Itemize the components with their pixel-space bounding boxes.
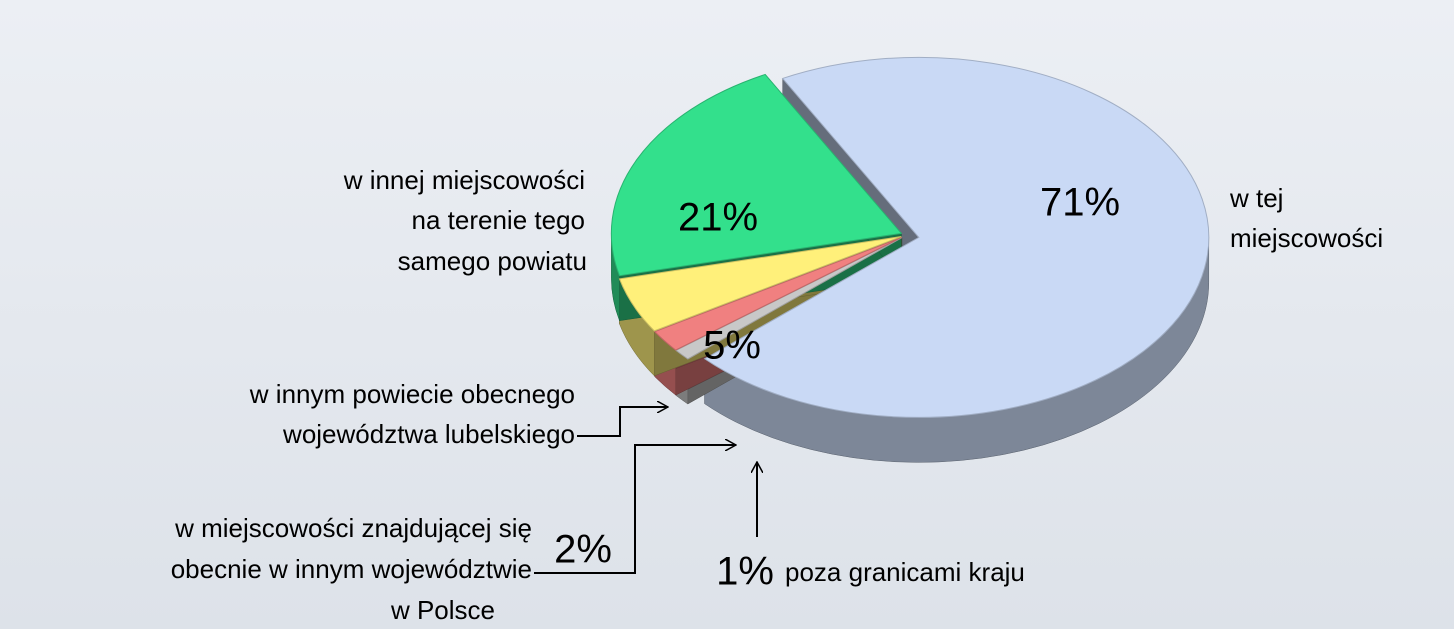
leader-line <box>577 407 668 437</box>
category-label: w innym powiecie obecnego <box>249 379 575 409</box>
category-label: samego powiatu <box>398 246 587 276</box>
slice <box>703 56 1210 418</box>
value-label: 5% <box>703 324 761 368</box>
category-label: obecnie w innym województwie <box>171 554 532 584</box>
category-label: w tej <box>1229 183 1283 213</box>
value-label: 71% <box>1040 181 1120 225</box>
slice <box>618 236 902 332</box>
value-label: 1% <box>716 550 774 594</box>
category-label: w innej miejscowości <box>343 165 585 195</box>
leader-lines <box>534 407 757 574</box>
pie <box>610 56 1210 463</box>
value-label: 2% <box>554 528 612 572</box>
slice <box>653 236 902 351</box>
slice <box>610 73 903 277</box>
labels: 71% 21% 5% 2% 1% w tej miejscowości w innej mie… <box>171 165 1383 625</box>
category-label: miejscowości <box>1230 223 1383 253</box>
category-label: województwa lubelskiego <box>282 419 575 449</box>
leader-line <box>534 445 736 574</box>
category-label: na terenie tego <box>412 205 585 235</box>
value-label: 21% <box>678 196 758 240</box>
category-label: w Polsce <box>390 595 495 625</box>
category-label: w miejscowości znajdującej się <box>174 513 532 543</box>
category-label: poza granicami kraju <box>785 557 1025 587</box>
